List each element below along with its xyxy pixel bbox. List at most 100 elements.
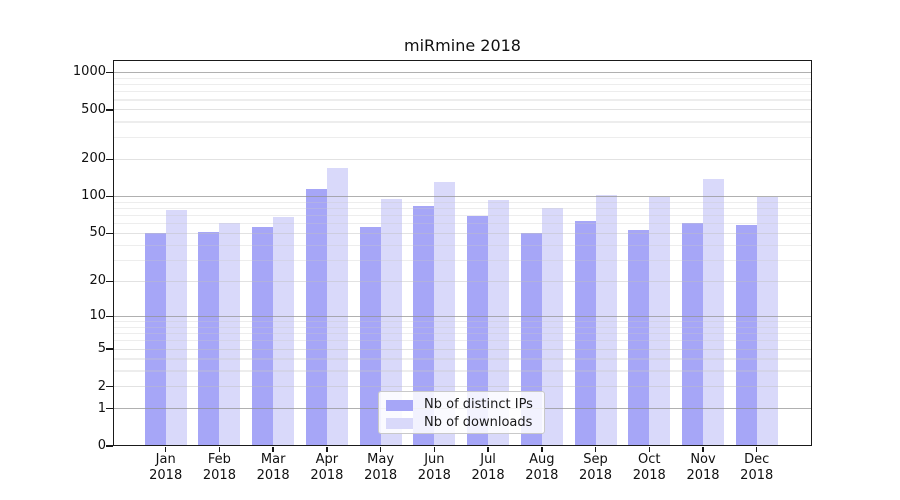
y-tick-label: 10 [89, 308, 106, 324]
bar-nb-of-downloads [434, 182, 456, 446]
x-tick-label: Jun 2018 [404, 452, 464, 484]
x-tick-line: 2018 [578, 468, 613, 483]
bar-nb-of-downloads [488, 200, 510, 446]
x-tick-line: 2018 [525, 468, 559, 483]
legend-swatch [386, 399, 413, 411]
x-tick-line: 2018 [364, 468, 398, 483]
y-tick [106, 232, 113, 235]
x-tick [648, 447, 650, 452]
gridline [113, 326, 812, 328]
bar-nb-of-distinct-ips [735, 224, 757, 446]
x-tick-line: 2018 [632, 468, 666, 483]
bar-nb-of-distinct-ips [467, 215, 489, 446]
gridline [113, 223, 812, 225]
x-tick-line: Jun [424, 452, 445, 467]
y-tick-label: 0 [97, 438, 106, 453]
x-tick [594, 447, 597, 452]
x-tick [379, 447, 382, 452]
gridline [113, 136, 812, 139]
x-tick-line: 2018 [740, 468, 774, 483]
y-tick [106, 315, 113, 318]
x-tick-line: Jan [155, 452, 176, 467]
bar-nb-of-downloads [326, 168, 348, 446]
x-tick-line: Aug [529, 452, 555, 467]
y-tick-label: 1000 [72, 64, 106, 80]
y-tick [106, 445, 113, 447]
x-tick-line: 2018 [256, 468, 290, 483]
x-tick-line: 2018 [417, 468, 451, 483]
bar-nb-of-downloads [380, 199, 402, 446]
y-tick-label: 200 [81, 151, 106, 167]
bar-nb-of-downloads [165, 210, 187, 446]
x-tick-label: Oct 2018 [619, 452, 679, 484]
x-tick [433, 447, 436, 452]
y-tick [106, 385, 113, 388]
gridline [113, 332, 812, 335]
bar-nb-of-distinct-ips [682, 222, 703, 446]
x-tick-label: May 2018 [351, 452, 411, 484]
bar-nb-of-downloads [541, 208, 563, 446]
x-tick-line: Dec [744, 452, 770, 467]
legend-item: Nb of downloads [379, 414, 544, 432]
gridline [113, 232, 812, 235]
x-tick [165, 447, 167, 452]
y-tick [106, 158, 113, 160]
x-tick-line: 2018 [310, 468, 344, 483]
gridline [113, 244, 812, 246]
gridline [113, 370, 812, 372]
gridline [113, 348, 812, 350]
bar-nb-of-downloads [273, 217, 295, 446]
gridline [113, 83, 812, 86]
x-tick-label: Mar 2018 [243, 452, 303, 484]
bar-nb-of-downloads [649, 196, 671, 446]
x-tick [756, 447, 758, 452]
gridline [113, 77, 812, 79]
plot-area [113, 60, 812, 446]
gridline [113, 109, 812, 111]
bar-nb-of-distinct-ips [413, 206, 435, 446]
bar-nb-of-distinct-ips [198, 232, 220, 446]
x-tick-line: May [367, 452, 395, 467]
gridline [113, 214, 812, 217]
x-tick [541, 447, 543, 452]
y-tick [106, 280, 113, 283]
y-tick-label: 20 [89, 273, 106, 289]
legend-label: Nb of distinct IPs [424, 397, 533, 412]
bar-nb-of-distinct-ips [252, 227, 274, 446]
x-tick-label: Jan 2018 [136, 452, 196, 484]
gridline [113, 99, 812, 101]
chart-title: miRmine 2018 [404, 36, 521, 55]
x-tick-label: Feb 2018 [189, 452, 249, 484]
x-tick-line: Feb [207, 452, 231, 467]
bar-nb-of-distinct-ips [574, 221, 596, 446]
y-tick-label: 5 [97, 341, 106, 357]
bar-nb-of-distinct-ips [144, 233, 166, 446]
x-tick-line: 2018 [149, 468, 183, 483]
bar-nb-of-distinct-ips [305, 189, 327, 446]
y-tick [106, 71, 113, 74]
gridline [113, 71, 812, 74]
y-tick-label: 2 [97, 378, 106, 394]
bar-nb-of-downloads [595, 194, 617, 446]
y-tick [106, 407, 113, 410]
x-tick [702, 447, 704, 452]
x-tick-line: Mar [260, 452, 286, 467]
gridline [113, 121, 812, 123]
x-tick-label: Aug 2018 [512, 452, 572, 484]
legend-label: Nb of downloads [424, 415, 533, 430]
x-tick-line: Apr [315, 452, 339, 467]
x-tick-line: 2018 [471, 468, 505, 483]
y-tick-label: 1 [97, 400, 106, 416]
legend: Nb of distinct IPs Nb of downloads [378, 391, 545, 434]
bar-nb-of-downloads [703, 179, 724, 446]
bar-nb-of-downloads [219, 222, 241, 446]
gridline [113, 358, 812, 360]
y-tick-label: 500 [81, 101, 106, 117]
bar-nb-of-distinct-ips [359, 227, 381, 446]
gridline [113, 195, 812, 198]
y-tick [106, 109, 113, 111]
x-tick [272, 447, 274, 452]
x-tick-line: 2018 [202, 468, 236, 483]
gridline [113, 207, 812, 209]
gridline [113, 158, 812, 160]
